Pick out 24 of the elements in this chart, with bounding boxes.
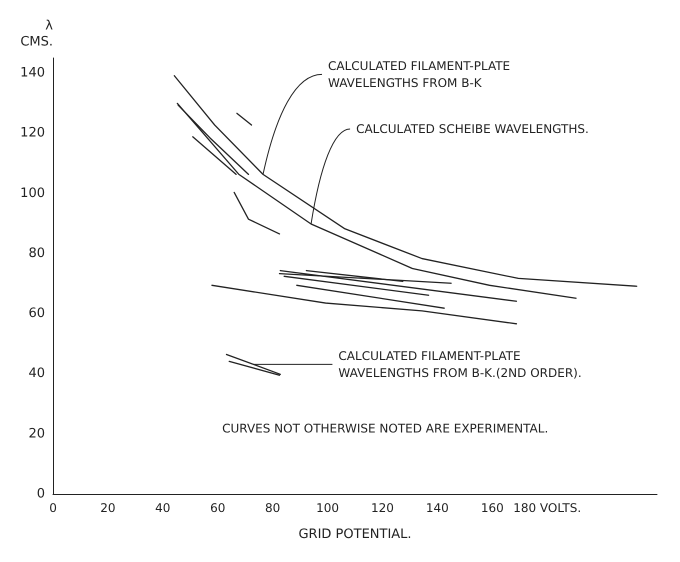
x-tick-label: 20 (100, 501, 116, 515)
x-tick-label: 40 (155, 501, 170, 515)
x-tick-label: 0 (49, 501, 57, 515)
x-tick-label: 80 (264, 501, 280, 515)
y-tick-label: 0 (36, 486, 45, 502)
y-tick-label: 80 (28, 246, 45, 261)
y-tick-label: 20 (28, 426, 45, 442)
x-tick-label: 60 (210, 501, 226, 515)
y-tick-label: 140 (20, 66, 45, 81)
annotation: CALCULATED FILAMENT-PLATE WAVELENGTHS FROM B-K (328, 58, 510, 90)
annotation: CURVES NOT OTHERWISE NOTED ARE EXPERIMENTAL. (222, 422, 548, 436)
x-tick-label: 160 (480, 501, 504, 515)
x-tick-label: 120 (371, 501, 394, 515)
annotation: CALCULATED FILAMENT-PLATE WAVELENGTHS FROM B-K.(2ND ORDER). (338, 348, 582, 380)
y-tick-label: 120 (20, 126, 45, 141)
x-tick-label: 140 (426, 501, 449, 515)
y-tick-label: 60 (28, 306, 45, 322)
y-axis-title: λ CMS. (20, 18, 54, 50)
y-tick-label: 100 (20, 186, 45, 201)
x-tick-label: 180 VOLTS. (513, 501, 582, 515)
x-tick-label: 100 (316, 501, 339, 515)
y-tick-label: 40 (28, 366, 45, 382)
annotation: CALCULATED SCHEIBE WAVELENGTHS. (356, 122, 589, 136)
x-axis-title: GRID POTENTIAL. (298, 527, 412, 542)
